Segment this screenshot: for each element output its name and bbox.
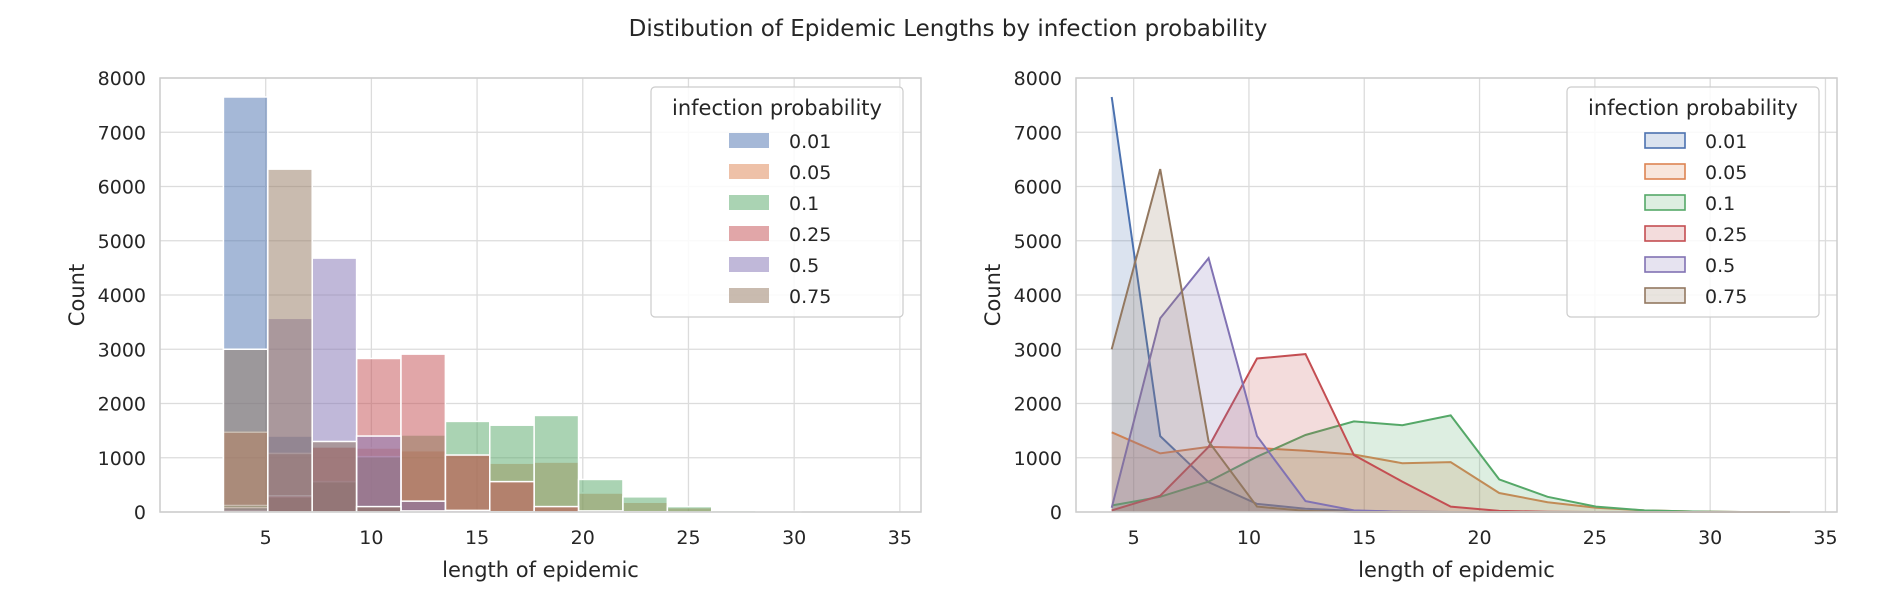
x-tick-label: 30 <box>1698 527 1722 549</box>
legend-entry-0.25: 0.25 <box>789 224 831 246</box>
y-tick-label: 1000 <box>1014 448 1062 470</box>
x-tick-label: 35 <box>1813 527 1837 549</box>
legend-entry-0.1: 0.1 <box>789 193 819 215</box>
y-tick-label: 4000 <box>98 285 146 307</box>
series-area <box>1111 415 1790 512</box>
legend-title: infection probability <box>672 96 882 120</box>
y-tick-label: 6000 <box>1014 177 1062 199</box>
legend-swatch-0.01 <box>729 133 769 148</box>
y-tick-label: 8000 <box>98 68 146 90</box>
figure-title: Distibution of Epidemic Lengths by infec… <box>629 16 1268 42</box>
x-tick-label: 20 <box>571 527 595 549</box>
x-tick-label: 25 <box>1583 527 1607 549</box>
y-tick-label: 0 <box>1050 502 1062 524</box>
legend-entry-0.01: 0.01 <box>1705 131 1747 153</box>
histogram-bar <box>400 353 447 513</box>
y-axis-label: Count <box>65 264 89 326</box>
y-tick-label: 3000 <box>1014 339 1062 361</box>
axes-frame <box>1075 77 1838 513</box>
y-tick-label: 2000 <box>98 394 146 416</box>
histogram-bar <box>311 440 358 513</box>
x-tick-label: 15 <box>1352 527 1376 549</box>
legend-title: infection probability <box>1588 96 1798 120</box>
legend-swatch-0.75 <box>1644 287 1686 304</box>
y-tick-label: 3000 <box>98 339 146 361</box>
x-tick-label: 30 <box>782 527 806 549</box>
legend-swatch-0.5 <box>1644 256 1686 273</box>
histogram-bar <box>622 496 669 513</box>
legend-entry-0.05: 0.05 <box>1705 162 1747 184</box>
series-area <box>1111 169 1790 512</box>
y-axis-label: Count <box>981 264 1005 326</box>
left-histogram-panel: 0 1000 2000 3000 4000 5000 6000 7000 8000 5 10 15 20… <box>65 68 922 582</box>
legend-swatch-0.05 <box>729 164 769 179</box>
legend-swatch-0.75 <box>729 288 769 303</box>
axes-frame <box>159 77 922 513</box>
x-tick-label: 5 <box>1128 527 1140 549</box>
legend-entry-0.5: 0.5 <box>789 255 819 277</box>
x-tick-label: 20 <box>1467 527 1491 549</box>
histogram-bar <box>267 168 313 513</box>
y-tick-label: 0 <box>134 502 146 524</box>
legend-entry-0.25: 0.25 <box>1705 224 1747 246</box>
legend-entry-0.75: 0.75 <box>789 286 831 308</box>
y-tick-label: 5000 <box>1014 231 1062 253</box>
x-tick-label: 35 <box>888 527 912 549</box>
series-area <box>1111 354 1790 512</box>
legend-entry-0.75: 0.75 <box>1705 286 1747 308</box>
legend-swatch-0.5 <box>729 257 769 272</box>
legend-box <box>1566 86 1820 318</box>
right-histogram-panel: 0 1000 2000 3000 4000 5000 6000 7000 8000 5 10 15 20… <box>981 68 1838 582</box>
y-tick-label: 8000 <box>1014 68 1062 90</box>
x-tick-label: 10 <box>1237 527 1261 549</box>
histogram-bar <box>489 480 535 513</box>
legend-swatch-0.25 <box>1644 225 1686 242</box>
histogram-bar <box>444 454 491 513</box>
x-tick-label: 10 <box>359 527 383 549</box>
y-tick-label: 5000 <box>98 231 146 253</box>
legend-box <box>650 86 904 318</box>
histogram-bar <box>533 505 580 513</box>
histogram-bar <box>533 414 580 513</box>
legend: infection probability 0.01 0.05 0.1 0.25 0.5 0… <box>1566 86 1820 318</box>
legend-swatch-0.05 <box>1644 163 1686 180</box>
series-area <box>1111 432 1790 512</box>
y-tick-label: 7000 <box>98 122 146 144</box>
x-tick-label: 5 <box>260 527 272 549</box>
legend-swatch-0.01 <box>1644 132 1686 149</box>
histogram-bar <box>577 478 624 513</box>
series-area <box>1111 97 1790 512</box>
legend-swatch-0.1 <box>1644 194 1686 211</box>
legend-entry-0.05: 0.05 <box>789 162 831 184</box>
y-tick-label: 2000 <box>1014 394 1062 416</box>
legend: infection probability 0.01 0.05 0.1 0.25 0.5 0… <box>650 86 904 318</box>
y-tick-label: 1000 <box>98 448 146 470</box>
x-tick-label: 25 <box>676 527 700 549</box>
legend-swatch-0.25 <box>729 226 769 241</box>
x-axis-label: length of epidemic <box>1358 558 1555 582</box>
legend-entry-0.1: 0.1 <box>1705 193 1735 215</box>
x-tick-label: 15 <box>465 527 489 549</box>
legend-entry-0.5: 0.5 <box>1705 255 1735 277</box>
legend-entry-0.01: 0.01 <box>789 131 831 153</box>
y-tick-label: 6000 <box>98 177 146 199</box>
y-tick-label: 4000 <box>1014 285 1062 307</box>
series-area <box>1111 258 1790 512</box>
legend-swatch-0.1 <box>729 195 769 210</box>
histogram-bar <box>666 505 713 513</box>
x-axis-label: length of epidemic <box>442 558 639 582</box>
histogram-bar <box>222 348 269 513</box>
histogram-bar <box>355 435 402 513</box>
histogram-bar <box>355 505 402 513</box>
y-tick-label: 7000 <box>1014 122 1062 144</box>
